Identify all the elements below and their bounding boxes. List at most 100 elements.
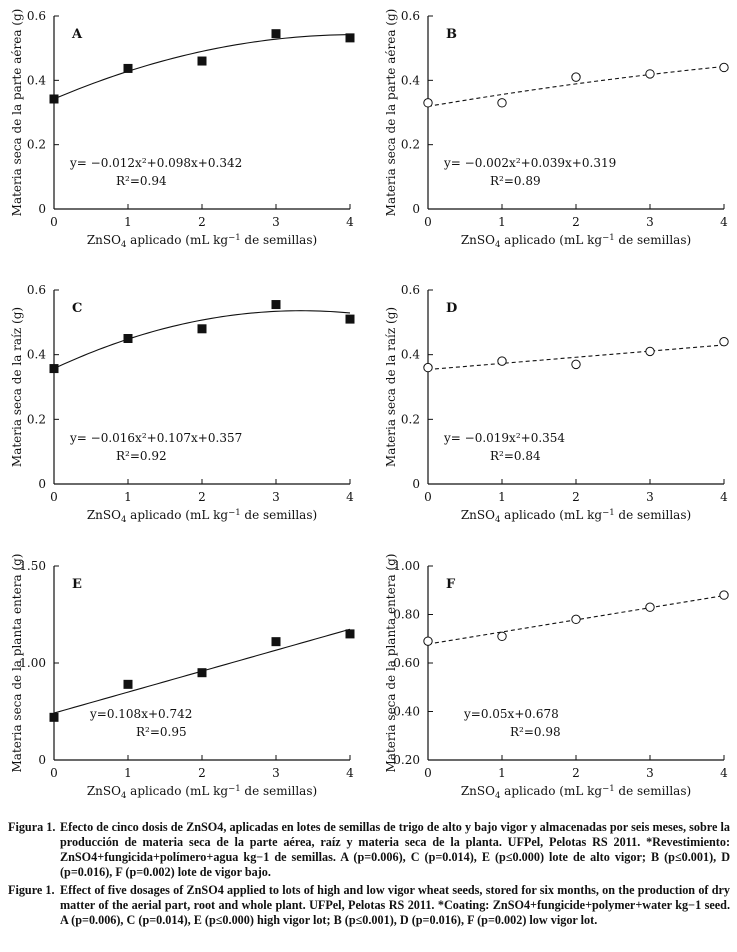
- panel-letter: D: [446, 301, 457, 316]
- data-point: [123, 679, 133, 689]
- fit-r-squared: R²=0.94: [116, 174, 167, 188]
- y-tick-label: 0.6: [27, 9, 46, 23]
- x-tick-label: 0: [50, 490, 58, 504]
- fit-equation: y= −0.012x²+0.098x+0.342: [69, 156, 242, 170]
- chart-panel-f: 0 1 2 3 4 0.20 0.40 0.60 0.80 1.00 ZnSO4 aplicado …: [384, 554, 729, 800]
- x-tick-label: 0: [424, 766, 432, 780]
- fit-curve: [427, 344, 725, 371]
- data-point: [423, 362, 433, 373]
- panel-letter: B: [446, 27, 457, 42]
- caption-spanish-label: Figura 1.: [8, 820, 56, 834]
- chart-panel-d: 0 1 2 3 4 0 0.2 0.4 0.6 ZnSO4 aplicado (mL kg−1 d…: [384, 283, 729, 525]
- x-tick-label: 3: [272, 766, 280, 780]
- panel-letter: E: [72, 577, 82, 592]
- data-point: [571, 72, 581, 82]
- data-point: [645, 346, 655, 357]
- x-tick-label: 1: [498, 766, 506, 780]
- x-tick-label: 2: [572, 215, 580, 229]
- x-tick-label: 0: [50, 766, 58, 780]
- panel-letter: F: [446, 577, 456, 592]
- y-tick-label: 0.4: [27, 348, 46, 362]
- data-point: [197, 324, 207, 334]
- data-point: [719, 337, 729, 347]
- data-point: [49, 94, 59, 104]
- fit-equation: y= −0.002x²+0.039x+0.319: [443, 156, 616, 170]
- data-point: [271, 637, 281, 647]
- fit-r-squared: R²=0.98: [510, 725, 561, 739]
- y-tick-label: 0.2: [401, 138, 420, 152]
- y-tick-label: 0.6: [401, 283, 420, 297]
- x-tick-label: 4: [720, 490, 728, 504]
- x-tick-label: 3: [272, 215, 280, 229]
- y-tick-label: 0.2: [27, 138, 46, 152]
- y-tick-label: 0: [412, 477, 420, 491]
- y-tick-label: 0.2: [27, 412, 46, 426]
- data-point: [49, 712, 59, 722]
- panel-letter: C: [72, 301, 82, 316]
- x-axis-label: ZnSO4 aplicado (mL kg−1 de semillas): [87, 784, 317, 800]
- y-tick-label: 0.40: [393, 705, 420, 719]
- fit-r-squared: R²=0.89: [490, 174, 541, 188]
- x-tick-label: 3: [646, 766, 654, 780]
- data-point: [197, 56, 207, 66]
- x-tick-label: 1: [124, 215, 132, 229]
- data-point: [345, 33, 355, 43]
- data-point: [271, 300, 281, 310]
- data-point: [123, 63, 133, 73]
- chart-panel-e: 0 1 2 3 4 0 1.00 1.50 ZnSO4 aplicado (mL kg−1 de…: [10, 554, 355, 800]
- x-tick-label: 3: [646, 215, 654, 229]
- y-tick-label: 0: [38, 753, 46, 767]
- x-tick-label: 4: [346, 215, 354, 229]
- x-tick-label: 2: [198, 766, 206, 780]
- x-tick-label: 0: [424, 215, 432, 229]
- y-axis-label: Materia seca de la raíz (g): [384, 307, 398, 467]
- data-point: [123, 334, 133, 343]
- fit-r-squared: R²=0.95: [136, 725, 187, 739]
- x-axis-label: ZnSO4 aplicado (mL kg−1 de semillas): [461, 233, 691, 250]
- y-tick-label: 1.00: [19, 656, 46, 670]
- y-tick-label: 0.4: [401, 73, 420, 87]
- fit-r-squared: R²=0.92: [116, 449, 167, 463]
- x-axis-label: ZnSO4 aplicado (mL kg−1 de semillas): [461, 508, 691, 525]
- x-tick-label: 2: [198, 215, 206, 229]
- data-point: [497, 631, 507, 642]
- data-point: [49, 364, 59, 374]
- x-tick-label: 4: [346, 766, 354, 780]
- x-tick-label: 2: [198, 490, 206, 504]
- data-point: [719, 590, 729, 600]
- y-tick-label: 0: [412, 202, 420, 216]
- y-tick-label: 0.20: [393, 753, 420, 767]
- data-point: [645, 69, 655, 79]
- y-tick-label: 0.60: [393, 656, 420, 670]
- y-tick-label: 1.50: [19, 559, 46, 573]
- y-tick-label: 0.2: [401, 412, 420, 426]
- data-point: [345, 314, 355, 324]
- x-tick-label: 2: [572, 490, 580, 504]
- data-point: [571, 614, 581, 625]
- panel-letter: A: [71, 27, 83, 42]
- data-point: [271, 29, 281, 39]
- data-point: [497, 356, 507, 366]
- y-tick-label: 0.6: [27, 283, 46, 297]
- y-tick-label: 0: [38, 202, 46, 216]
- y-axis-label: Materia seca de la parte aérea (g): [10, 9, 24, 217]
- chart-panel-c: 0 1 2 3 4 0 0.2 0.4 0.6 ZnSO4 aplicado (mL kg−1 d…: [10, 283, 355, 525]
- caption-spanish: Figura 1. Efecto de cinco dosis de ZnSO4…: [8, 820, 730, 880]
- x-axis-label: ZnSO4 aplicado (mL kg−1 de semillas): [87, 508, 317, 525]
- chart-panel-b: 0 1 2 3 4 0 0.2 0.4 0.6 ZnSO4 aplicado (mL kg−1 d…: [384, 9, 729, 250]
- caption-english-text: Effect of five dosages of ZnSO4 applied …: [60, 883, 730, 927]
- fit-curve: [427, 65, 725, 107]
- x-axis-label: ZnSO4 aplicado (mL kg−1 de semillas): [87, 233, 317, 250]
- y-tick-label: 0.4: [27, 73, 46, 87]
- y-tick-label: 0.6: [401, 9, 420, 23]
- data-point: [345, 629, 355, 639]
- y-axis-label: Materia seca de la raíz (g): [10, 307, 24, 467]
- fit-curve: [53, 310, 351, 370]
- data-point: [719, 62, 729, 73]
- data-point: [423, 98, 433, 108]
- x-tick-label: 4: [720, 766, 728, 780]
- fit-equation: y= −0.016x²+0.107x+0.357: [69, 431, 242, 445]
- data-point: [571, 359, 581, 370]
- x-tick-label: 4: [720, 215, 728, 229]
- y-axis-label: Materia seca de la planta entera (g): [384, 554, 398, 773]
